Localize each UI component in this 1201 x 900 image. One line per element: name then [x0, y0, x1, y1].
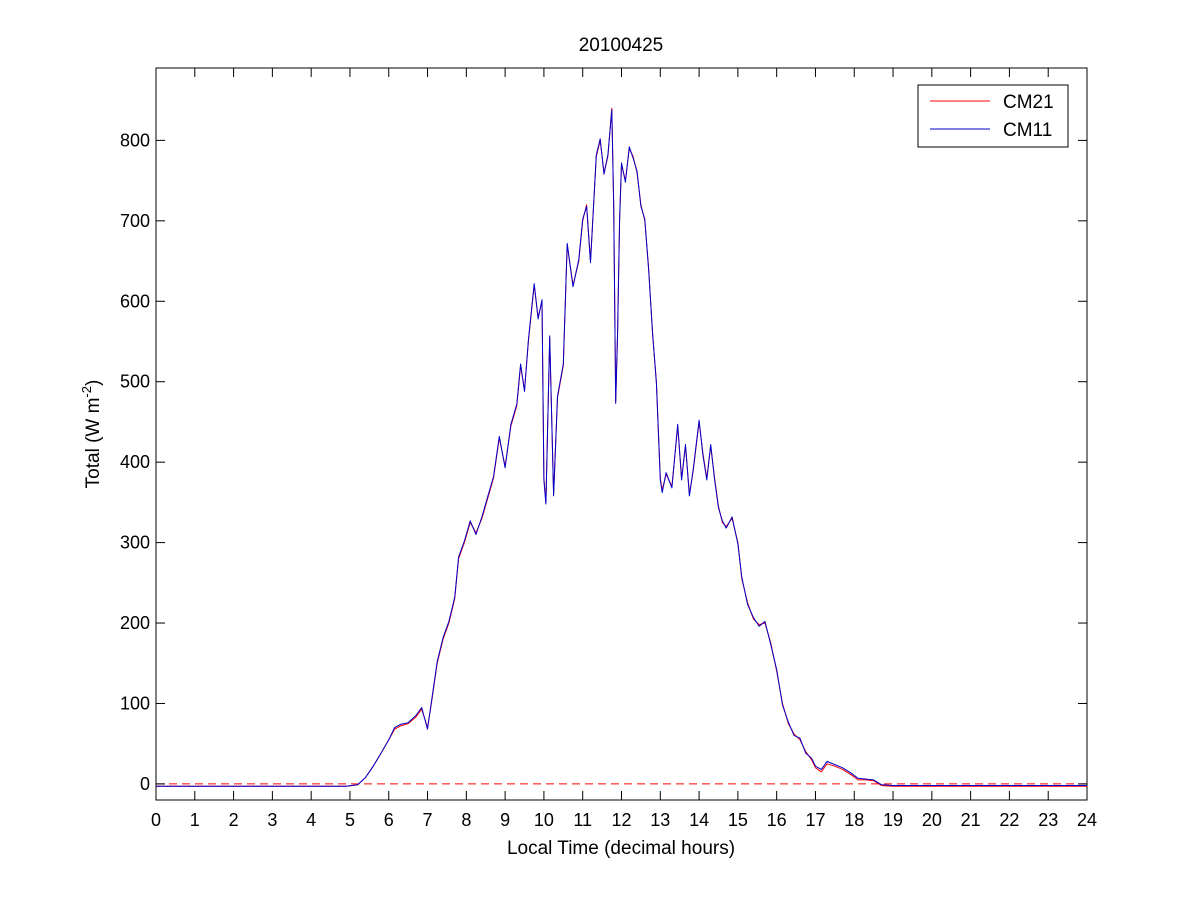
- x-tick-label: 10: [534, 810, 554, 830]
- y-tick-label: 700: [120, 211, 150, 231]
- x-tick-label: 12: [611, 810, 631, 830]
- x-tick-label: 8: [461, 810, 471, 830]
- x-tick-label: 21: [961, 810, 981, 830]
- axes-frame: [155, 67, 1088, 801]
- series-layer: [156, 107, 1087, 787]
- x-tick-label: 11: [573, 810, 592, 830]
- x-tick-label: 15: [728, 810, 748, 830]
- x-tick-label: 22: [999, 810, 1019, 830]
- legend-label-cm21: CM21: [1003, 92, 1054, 113]
- y-axis-label-suffix: ): [83, 380, 104, 386]
- x-tick-label: 17: [805, 810, 825, 830]
- y-tick-label: 200: [120, 613, 150, 633]
- y-tick-label: 100: [120, 693, 150, 713]
- y-tick-label: 300: [120, 533, 150, 553]
- x-tick-label: 4: [306, 810, 316, 830]
- y-axis: 0 100 200 300 400 500 600 700 800: [120, 130, 1087, 794]
- x-tick-label: 24: [1077, 810, 1097, 830]
- x-tick-label: 14: [689, 810, 709, 830]
- y-tick-label: 0: [140, 774, 150, 794]
- y-tick-label: 500: [120, 372, 150, 392]
- x-tick-label: 16: [767, 810, 787, 830]
- series-line-cm11: [156, 109, 1087, 787]
- x-axis-label: Local Time (decimal hours): [507, 838, 735, 859]
- x-tick-label: 23: [1038, 810, 1058, 830]
- x-tick-label: 2: [229, 810, 239, 830]
- x-tick-label: 19: [883, 810, 903, 830]
- x-tick-label: 0: [151, 810, 161, 830]
- y-axis-label-superscript: -2: [79, 386, 94, 398]
- x-tick-label: 20: [922, 810, 942, 830]
- y-axis-label-prefix: Total (W m: [83, 398, 104, 489]
- y-axis-label: Total (W m-2): [79, 380, 104, 489]
- x-tick-label: 3: [267, 810, 277, 830]
- x-axis: 0 1 2 3 4 5 6 7 8 9 10 11 12 13 14 15 16 17 18 19 20 21 22 23 24: [151, 68, 1097, 830]
- chart-title: 20100425: [579, 35, 664, 56]
- legend-box: [917, 84, 1069, 148]
- legend-label-cm11: CM11: [1003, 120, 1052, 141]
- legend: CM21 CM11: [917, 84, 1069, 148]
- x-tick-label: 6: [384, 810, 394, 830]
- y-tick-label: 400: [120, 452, 150, 472]
- x-tick-label: 13: [650, 810, 670, 830]
- x-tick-label: 5: [345, 810, 355, 830]
- y-tick-label: 800: [120, 130, 150, 150]
- x-tick-label: 1: [190, 810, 200, 830]
- y-tick-label: 600: [120, 291, 150, 311]
- x-tick-label: 18: [844, 810, 864, 830]
- x-tick-label: 9: [500, 810, 510, 830]
- x-tick-label: 7: [423, 810, 433, 830]
- plot-area: [155, 67, 1088, 801]
